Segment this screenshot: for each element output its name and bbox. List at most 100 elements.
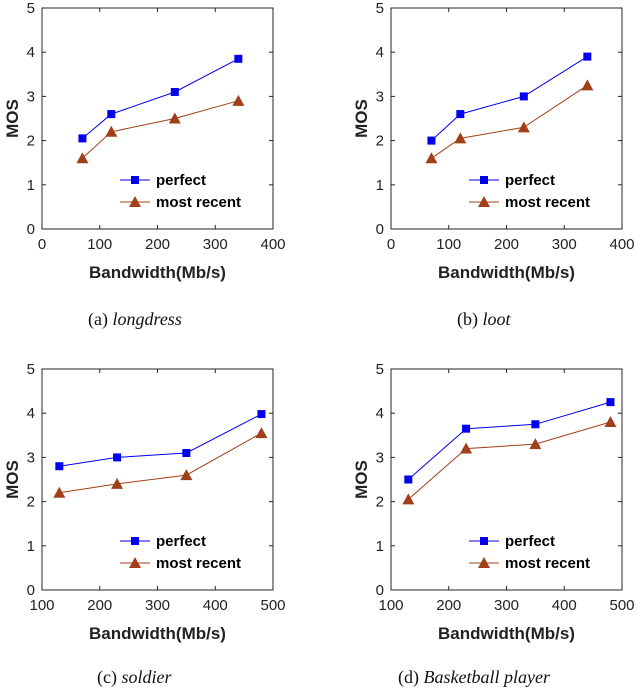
data-point xyxy=(234,54,243,63)
legend-marker-triangle xyxy=(129,196,141,207)
x-tick-label: 300 xyxy=(494,597,519,614)
legend-marker-triangle xyxy=(129,557,141,568)
x-tick-label: 0 xyxy=(38,236,46,253)
data-point xyxy=(78,134,87,143)
y-axis-label: MOS xyxy=(352,99,371,138)
x-tick-label: 300 xyxy=(552,236,577,253)
legend-entry-label: most recent xyxy=(156,555,241,572)
caption-label: (c) xyxy=(97,667,121,688)
legend-marker-square xyxy=(131,176,139,184)
legend: perfect most recent xyxy=(469,172,590,211)
y-tick-label: 0 xyxy=(376,582,384,599)
x-tick-label: 200 xyxy=(87,597,112,614)
x-tick-label: 0 xyxy=(387,236,395,253)
y-axis-label: MOS xyxy=(3,99,22,138)
legend-entry-label: perfect xyxy=(505,172,555,189)
data-point xyxy=(456,110,465,119)
series-line xyxy=(431,84,588,159)
caption-name: soldier xyxy=(121,667,172,687)
x-tick-label: 200 xyxy=(145,236,170,253)
subfigure-caption: (a) longdress xyxy=(88,309,182,330)
y-tick-label: 5 xyxy=(376,361,384,378)
legend: perfect most recent xyxy=(469,533,590,572)
series-perfect xyxy=(404,398,615,484)
x-tick-label: 200 xyxy=(436,597,461,614)
x-axis-label: Bandwidth(Mb/s) xyxy=(438,263,575,282)
data-point xyxy=(255,427,268,439)
x-tick-label: 100 xyxy=(378,597,403,614)
legend-entry-label: perfect xyxy=(156,533,206,550)
y-tick-label: 3 xyxy=(376,88,384,105)
x-axis-label: Bandwidth(Mb/s) xyxy=(89,624,226,643)
series-line xyxy=(59,432,262,494)
legend-entry-label: most recent xyxy=(505,555,590,572)
y-tick-label: 5 xyxy=(27,361,35,378)
y-tick-label: 4 xyxy=(27,44,35,61)
y-tick-label: 1 xyxy=(376,538,384,555)
y-tick-label: 1 xyxy=(27,538,35,555)
x-tick-label: 400 xyxy=(552,597,577,614)
data-point xyxy=(425,152,438,164)
series-line xyxy=(407,401,611,480)
y-tick-label: 4 xyxy=(27,405,35,422)
subfigure-caption: (b) loot xyxy=(457,309,512,330)
chart-panel-1: 0 1 2 3 4 5 0 100 200 300 400 Bandwidth(Mb/s) MOS per… xyxy=(3,0,286,330)
caption-label: (d) xyxy=(398,667,424,688)
x-tick-label: 100 xyxy=(87,236,112,253)
x-tick-label: 400 xyxy=(260,236,285,253)
chart-panel-4: 0 1 2 3 4 5 100 200 300 400 500 Bandwidth(Mb/s) MOS p… xyxy=(352,361,635,688)
data-point xyxy=(107,110,116,119)
data-point xyxy=(402,493,415,505)
series-most-recent xyxy=(425,79,594,164)
y-tick-label: 3 xyxy=(376,449,384,466)
x-tick-label: 500 xyxy=(609,597,634,614)
chart-panel-3: 0 1 2 3 4 5 100 200 300 400 500 Bandwidth(Mb/s) MOS p… xyxy=(3,361,286,688)
caption-name: Basketball player xyxy=(424,667,551,687)
x-tick-label: 100 xyxy=(436,236,461,253)
data-point xyxy=(111,477,124,489)
chart-panel-2: 0 1 2 3 4 5 0 100 200 300 400 Bandwidth(Mb/s) MOS per… xyxy=(352,0,635,330)
subfigure-caption: (d) Basketball player xyxy=(398,667,551,688)
data-point xyxy=(427,136,436,145)
x-tick-label: 500 xyxy=(260,597,285,614)
legend-entry-label: most recent xyxy=(156,194,241,211)
data-point xyxy=(180,469,193,481)
series-perfect xyxy=(427,52,592,145)
x-tick-label: 200 xyxy=(494,236,519,253)
series-line xyxy=(82,100,239,159)
caption-label: (a) xyxy=(88,309,112,330)
data-point xyxy=(404,475,413,484)
data-point xyxy=(606,398,615,407)
data-point xyxy=(182,448,191,457)
legend-entry-label: most recent xyxy=(505,194,590,211)
caption-label: (b) xyxy=(457,309,483,330)
data-point xyxy=(168,112,181,124)
legend-marker-square xyxy=(131,537,139,545)
series-perfect xyxy=(55,410,266,471)
x-tick-label: 300 xyxy=(203,236,228,253)
data-point xyxy=(583,52,592,61)
series-line xyxy=(407,421,611,500)
data-point xyxy=(531,420,540,429)
series-most-recent xyxy=(53,427,268,498)
series-line xyxy=(59,413,262,467)
y-tick-label: 0 xyxy=(27,221,35,238)
y-tick-label: 3 xyxy=(27,88,35,105)
y-tick-label: 2 xyxy=(376,133,384,150)
x-tick-label: 300 xyxy=(145,597,170,614)
subfigure-caption: (c) soldier xyxy=(97,667,172,688)
y-tick-label: 2 xyxy=(376,494,384,511)
data-point xyxy=(462,424,471,433)
x-axis-label: Bandwidth(Mb/s) xyxy=(89,263,226,282)
y-axis-label: MOS xyxy=(352,460,371,499)
y-tick-label: 1 xyxy=(376,177,384,194)
data-point xyxy=(257,410,266,419)
data-point xyxy=(460,442,473,454)
x-tick-label: 100 xyxy=(29,597,54,614)
y-axis-label: MOS xyxy=(3,460,22,499)
data-point xyxy=(53,486,66,498)
data-point xyxy=(581,79,594,91)
y-tick-label: 4 xyxy=(376,44,384,61)
data-point xyxy=(55,462,64,471)
